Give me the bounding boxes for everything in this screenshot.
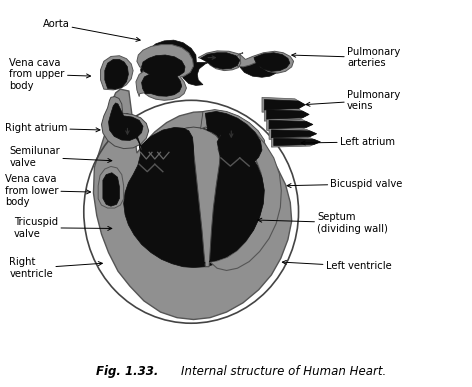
Text: Pulmonary
veins: Pulmonary veins (306, 89, 400, 111)
Polygon shape (98, 166, 124, 208)
Polygon shape (101, 56, 133, 90)
Polygon shape (101, 97, 149, 149)
Polygon shape (103, 173, 119, 206)
Polygon shape (262, 98, 304, 112)
Polygon shape (205, 111, 262, 167)
Text: Pulmonary
arteries: Pulmonary arteries (292, 47, 400, 68)
Polygon shape (274, 138, 320, 146)
Polygon shape (264, 108, 308, 121)
Polygon shape (271, 130, 317, 138)
Text: Vena cava
from lower
body: Vena cava from lower body (5, 174, 91, 207)
Text: Right
ventricle: Right ventricle (9, 257, 102, 279)
Text: Left atrium: Left atrium (301, 137, 395, 147)
Text: Bicuspid valve: Bicuspid valve (287, 179, 403, 189)
Polygon shape (264, 99, 305, 110)
Polygon shape (267, 118, 312, 130)
Polygon shape (105, 60, 128, 89)
Polygon shape (210, 115, 281, 271)
Polygon shape (198, 51, 294, 73)
Text: Septum
(dividing wall): Septum (dividing wall) (258, 212, 388, 234)
Polygon shape (109, 103, 143, 140)
Text: Semilunar
valve: Semilunar valve (9, 146, 112, 168)
Polygon shape (271, 137, 320, 147)
Polygon shape (209, 135, 264, 262)
Text: Left ventricle: Left ventricle (282, 260, 391, 271)
Polygon shape (269, 120, 313, 128)
Polygon shape (93, 89, 292, 320)
Polygon shape (201, 53, 240, 69)
Polygon shape (185, 127, 221, 267)
Polygon shape (254, 53, 290, 71)
Polygon shape (201, 110, 266, 168)
Polygon shape (136, 45, 194, 100)
Polygon shape (269, 128, 316, 139)
Polygon shape (142, 55, 185, 96)
Text: Vena cava
from upper
body: Vena cava from upper body (9, 58, 91, 91)
Polygon shape (120, 113, 263, 267)
Text: Right atrium: Right atrium (5, 123, 100, 133)
Text: Internal structure of Human Heart.: Internal structure of Human Heart. (181, 365, 386, 378)
Polygon shape (267, 110, 309, 119)
Text: Fig. 1.33.: Fig. 1.33. (96, 365, 159, 378)
Polygon shape (124, 117, 205, 264)
Polygon shape (138, 40, 278, 93)
Text: Aorta: Aorta (42, 19, 140, 41)
Text: Tricuspid
valve: Tricuspid valve (14, 217, 112, 238)
